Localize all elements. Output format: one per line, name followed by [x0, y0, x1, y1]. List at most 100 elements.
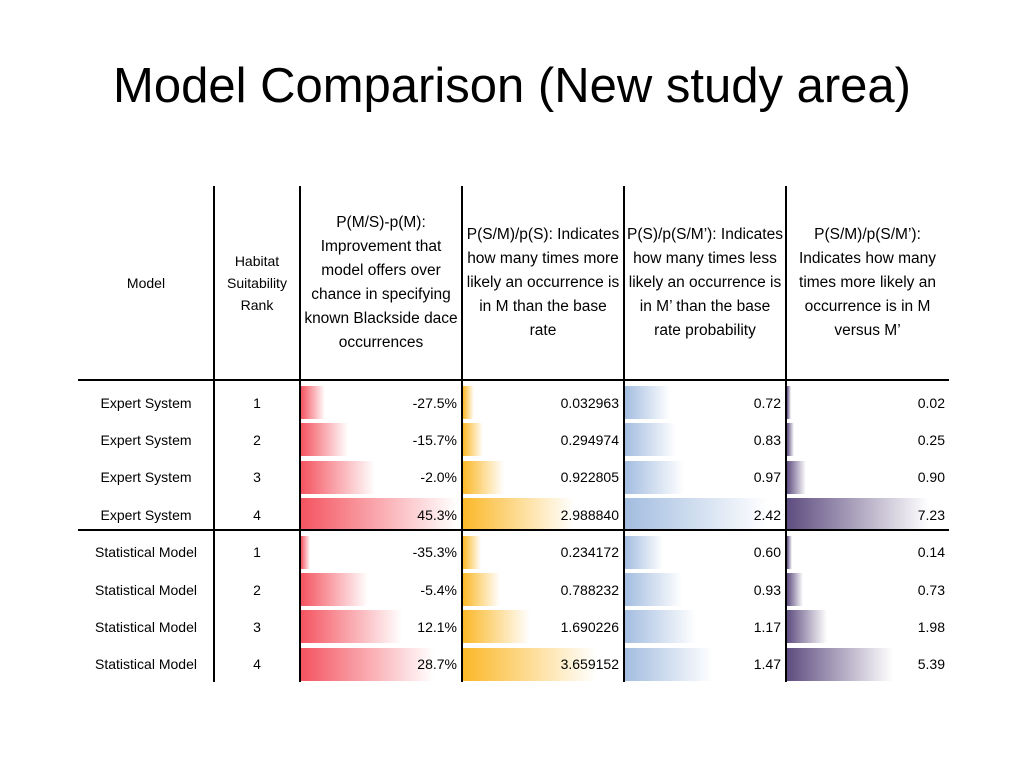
table-row: Expert System 2 -15.7% 0.294974 0.83 0.25 [78, 421, 949, 458]
psm-value: 0.788232 [560, 581, 619, 598]
table-row: Statistical Model 1 -35.3% 0.234172 0.60 0.14 [78, 534, 949, 571]
model-cell: Expert System [100, 431, 192, 448]
model-cell: Statistical Model [95, 581, 197, 598]
pm-cell: -5.4% [301, 571, 461, 608]
group-divider [78, 529, 949, 531]
pm-cell: -2.0% [301, 459, 461, 496]
ps-cell: 2.42 [625, 496, 785, 533]
ps-databar [625, 573, 682, 606]
comparison-table: Model Habitat Suitability Rank P(M/S)-p(… [78, 186, 949, 682]
psm-value: 3.659152 [560, 656, 619, 673]
psm-cell: 2.988840 [463, 496, 623, 533]
rank-cell: 2 [253, 431, 261, 448]
column-divider [461, 186, 463, 682]
pm-value: -35.3% [412, 544, 457, 561]
ratio-value: 5.39 [917, 656, 945, 673]
pm-databar [301, 498, 457, 532]
psm-cell: 0.788232 [463, 571, 623, 608]
rank-cell: 4 [253, 656, 261, 673]
pm-databar [301, 423, 349, 457]
ratio-cell: 1.98 [787, 608, 949, 645]
psm-value: 1.690226 [560, 618, 619, 635]
model-cell: Expert System [100, 506, 192, 523]
pm-cell: -27.5% [301, 384, 461, 421]
header-m-versus-m-prime: P(S/M)/p(S/M’): Indicates how many times… [799, 226, 936, 339]
ratio-value: 0.73 [917, 581, 945, 598]
ratio-value: 7.23 [917, 506, 945, 523]
psm-databar [463, 573, 500, 606]
ps-cell: 0.72 [625, 384, 785, 421]
psm-cell: 0.294974 [463, 421, 623, 458]
psm-value: 2.988840 [560, 506, 619, 523]
rank-cell: 4 [253, 506, 261, 523]
psm-databar [463, 610, 531, 644]
table-row: Statistical Model 4 28.7% 3.659152 1.47 5.39 [78, 646, 949, 683]
ratio-cell: 0.14 [787, 534, 949, 571]
ratio-cell: 0.25 [787, 421, 949, 458]
pm-value: -15.7% [412, 431, 457, 448]
ratio-databar [787, 386, 791, 419]
model-cell: Statistical Model [95, 618, 197, 635]
ratio-databar [787, 498, 929, 532]
ps-cell: 0.93 [625, 571, 785, 608]
ps-value: 0.93 [753, 581, 781, 598]
psm-value: 0.234172 [560, 544, 619, 561]
column-divider [299, 186, 301, 682]
slide-title: Model Comparison (New study area) [113, 59, 911, 113]
ps-value: 0.72 [753, 394, 781, 411]
rank-cell: 3 [253, 618, 261, 635]
psm-databar [463, 647, 597, 681]
ratio-cell: 0.90 [787, 459, 949, 496]
psm-value: 0.922805 [560, 469, 619, 486]
column-divider [213, 186, 215, 682]
psm-cell: 3.659152 [463, 646, 623, 683]
ps-value: 1.17 [753, 618, 781, 635]
ratio-databar [787, 423, 794, 457]
ps-value: 2.42 [753, 506, 781, 523]
rank-cell: 1 [253, 544, 261, 561]
model-cell: Statistical Model [95, 544, 197, 561]
psm-databar [463, 460, 505, 494]
ratio-value: 0.14 [917, 544, 945, 561]
pm-value: -5.4% [420, 581, 457, 598]
pm-cell: 45.3% [301, 496, 461, 533]
pm-value: 45.3% [417, 506, 457, 523]
table-row: Statistical Model 3 12.1% 1.690226 1.17 1.98 [78, 608, 949, 645]
psm-databar [463, 423, 483, 457]
ratio-value: 0.25 [917, 431, 945, 448]
column-divider [623, 186, 625, 682]
pm-value: -27.5% [412, 394, 457, 411]
model-cell: Expert System [100, 469, 192, 486]
pm-databar [301, 647, 435, 681]
rank-cell: 1 [253, 394, 261, 411]
pm-cell: 12.1% [301, 608, 461, 645]
ps-databar [625, 610, 696, 644]
pm-cell: -15.7% [301, 421, 461, 458]
pm-databar [301, 460, 375, 494]
pm-cell: -35.3% [301, 534, 461, 571]
pm-value: 12.1% [417, 618, 457, 635]
ps-value: 0.97 [753, 469, 781, 486]
pm-databar [301, 573, 369, 606]
ps-databar [625, 460, 685, 494]
ps-value: 0.60 [753, 544, 781, 561]
ps-databar [625, 423, 677, 457]
ratio-databar [787, 610, 828, 644]
ps-value: 0.83 [753, 431, 781, 448]
model-cell: Expert System [100, 394, 192, 411]
ps-databar [625, 386, 670, 419]
ratio-databar [787, 647, 894, 681]
table-row: Expert System 3 -2.0% 0.922805 0.97 0.90 [78, 459, 949, 496]
pm-cell: 28.7% [301, 646, 461, 683]
pm-databar [301, 610, 402, 644]
psm-value: 0.294974 [560, 431, 619, 448]
ratio-value: 0.90 [917, 469, 945, 486]
table-row: Expert System 1 -27.5% 0.032963 0.72 0.02 [78, 384, 949, 421]
ps-value: 1.47 [753, 656, 781, 673]
psm-cell: 1.690226 [463, 608, 623, 645]
rank-cell: 2 [253, 581, 261, 598]
ps-cell: 1.17 [625, 608, 785, 645]
psm-databar [463, 535, 481, 569]
column-divider [785, 186, 787, 682]
rank-cell: 3 [253, 469, 261, 486]
